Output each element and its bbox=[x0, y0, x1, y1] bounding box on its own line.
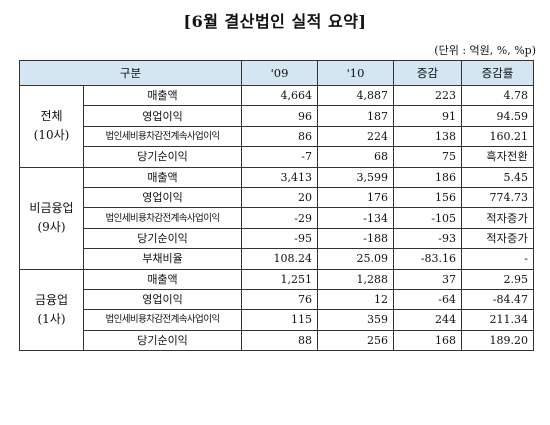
value-change-rate: 흑자전환 bbox=[461, 146, 535, 168]
value-change: 37 bbox=[393, 268, 463, 290]
value-change: 186 bbox=[393, 166, 463, 188]
row-label: 법인세비용차감전계속사업이익 bbox=[82, 125, 243, 148]
table-row: 영업이익 20 176 156 774.73 bbox=[20, 186, 535, 209]
value-change: 244 bbox=[393, 309, 463, 331]
value-2009: 3,413 bbox=[241, 166, 319, 188]
row-label: 영업이익 bbox=[82, 105, 243, 127]
group-cell: 금융업 (1사) bbox=[19, 268, 84, 352]
value-2009: -95 bbox=[241, 227, 319, 250]
value-change-rate: 774.73 bbox=[461, 186, 535, 209]
group-name: 전체 bbox=[40, 109, 63, 124]
value-change-rate: 5.45 bbox=[461, 166, 535, 188]
header-change-rate: 증감률 bbox=[461, 60, 535, 86]
row-label: 매출액 bbox=[82, 268, 243, 290]
value-2010: 12 bbox=[317, 288, 395, 311]
group-name: 비금융업 bbox=[29, 201, 74, 216]
results-table: 구분 '09 '10 증감 증감률 전체 (10사) 매출액 4,664 4,887 22… bbox=[18, 60, 535, 352]
row-label: 법인세비용차감전계속사업이익 bbox=[82, 309, 243, 331]
value-2009: -29 bbox=[241, 207, 319, 229]
table-row: 금융업 (1사) 매출액 1,251 1,288 37 2.95 bbox=[19, 268, 535, 352]
value-change-rate: 적자증가 bbox=[461, 227, 535, 250]
value-change-rate: 적자증가 bbox=[461, 207, 535, 229]
row-label: 부채비율 bbox=[82, 248, 243, 270]
value-change-rate: 211.34 bbox=[461, 309, 535, 331]
value-change-rate: 160.21 bbox=[461, 125, 535, 148]
value-change: 138 bbox=[393, 125, 463, 148]
group-name: 금융업 bbox=[34, 292, 69, 307]
group-cell: 비금융업 (9사) bbox=[19, 166, 84, 270]
row-label: 법인세비용차감전계속사업이익 bbox=[82, 207, 243, 229]
row-label: 당기순이익 bbox=[82, 227, 243, 250]
value-2010: 1,288 bbox=[317, 268, 395, 290]
value-change: 168 bbox=[393, 329, 463, 352]
row-label: 영업이익 bbox=[82, 186, 243, 209]
value-change-rate: 4.78 bbox=[461, 84, 535, 107]
header-2010: '10 bbox=[317, 60, 395, 86]
unit-note: (단위 : 억원, %, %p) bbox=[434, 44, 536, 57]
table-row: 영업이익 96 187 91 94.59 bbox=[20, 105, 535, 127]
value-change: 75 bbox=[393, 146, 463, 168]
row-label: 당기순이익 bbox=[82, 329, 243, 352]
value-change: 156 bbox=[393, 186, 463, 209]
value-2009: 1,251 bbox=[241, 268, 319, 290]
table-row: 법인세비용차감전계속사업이익 86 224 138 160.21 bbox=[20, 125, 535, 148]
table-row: 부채비율 108.24 25.09 -83.16- bbox=[20, 248, 535, 270]
value-2010: 256 bbox=[317, 329, 395, 352]
value-2010: 224 bbox=[317, 125, 395, 148]
table-row: 법인세비용차감전계속사업이익 -29 -134 -105 적자증가 bbox=[20, 207, 535, 229]
value-change: -105 bbox=[393, 207, 463, 229]
value-2010: -134 bbox=[317, 207, 395, 229]
table-row: 전체 (10사) 매출액 4,664 4,887 223 4.78 bbox=[19, 84, 535, 168]
table-row: 당기순이익 -95 -188 -93 적자증가 bbox=[20, 227, 535, 250]
group-count: (9사) bbox=[37, 220, 66, 235]
value-change-rate: - bbox=[461, 248, 535, 270]
value-change: 223 bbox=[393, 84, 463, 107]
row-label: 매출액 bbox=[82, 166, 243, 188]
value-change: -93 bbox=[393, 227, 463, 250]
value-2009: 86 bbox=[241, 125, 319, 148]
table-row: 당기순이익 88 256 168 189.20 bbox=[20, 329, 535, 352]
value-2010: 4,887 bbox=[317, 84, 395, 107]
header-row: 구분 '09 '10 증감 증감률 bbox=[18, 60, 535, 86]
value-2009: 4,664 bbox=[241, 84, 319, 107]
value-2009: 108.24 bbox=[241, 248, 319, 270]
value-change-rate: -84.47 bbox=[461, 288, 535, 311]
value-2009: 115 bbox=[241, 309, 319, 331]
group-cell: 전체 (10사) bbox=[19, 85, 84, 168]
value-change: -83.16 bbox=[393, 248, 463, 270]
value-2009: 76 bbox=[241, 288, 319, 311]
value-2009: 96 bbox=[241, 105, 319, 127]
table-row: 당기순이익 -7 68 75 흑자전환 bbox=[20, 146, 535, 168]
value-2010: 187 bbox=[317, 105, 395, 127]
value-2010: 3,599 bbox=[317, 166, 395, 188]
value-2009: 20 bbox=[241, 186, 319, 209]
table-row: 법인세비용차감전계속사업이익 115 359 244 211.34 bbox=[20, 309, 535, 331]
row-label: 영업이익 bbox=[82, 288, 243, 311]
value-change-rate: 2.95 bbox=[461, 268, 535, 290]
page-title: [6월 결산법인 실적 요약] bbox=[183, 12, 367, 31]
value-change-rate: 94.59 bbox=[461, 105, 535, 127]
value-2009: 88 bbox=[241, 329, 319, 352]
table-row: 영업이익 76 12 -64 -84.47 bbox=[20, 288, 535, 311]
table-row: 비금융업 (9사) 매출액 3,413 3,599 186 5.45 bbox=[19, 166, 535, 270]
row-label: 매출액 bbox=[82, 84, 243, 107]
value-2010: 25.09 bbox=[317, 248, 395, 270]
group-count: (1사) bbox=[37, 311, 66, 326]
value-2010: -188 bbox=[317, 227, 395, 250]
value-change: 91 bbox=[393, 105, 463, 127]
header-2009: '09 bbox=[241, 60, 319, 86]
value-change-rate: 189.20 bbox=[461, 329, 535, 352]
header-change: 증감 bbox=[393, 60, 463, 86]
value-change: -64 bbox=[393, 288, 463, 311]
value-2010: 68 bbox=[317, 146, 395, 168]
value-2010: 176 bbox=[317, 186, 395, 209]
header-category: 구분 bbox=[18, 60, 243, 86]
value-2009: -7 bbox=[241, 146, 319, 168]
value-2010: 359 bbox=[317, 309, 395, 331]
row-label: 당기순이익 bbox=[82, 146, 243, 168]
group-count: (10사) bbox=[33, 128, 70, 143]
